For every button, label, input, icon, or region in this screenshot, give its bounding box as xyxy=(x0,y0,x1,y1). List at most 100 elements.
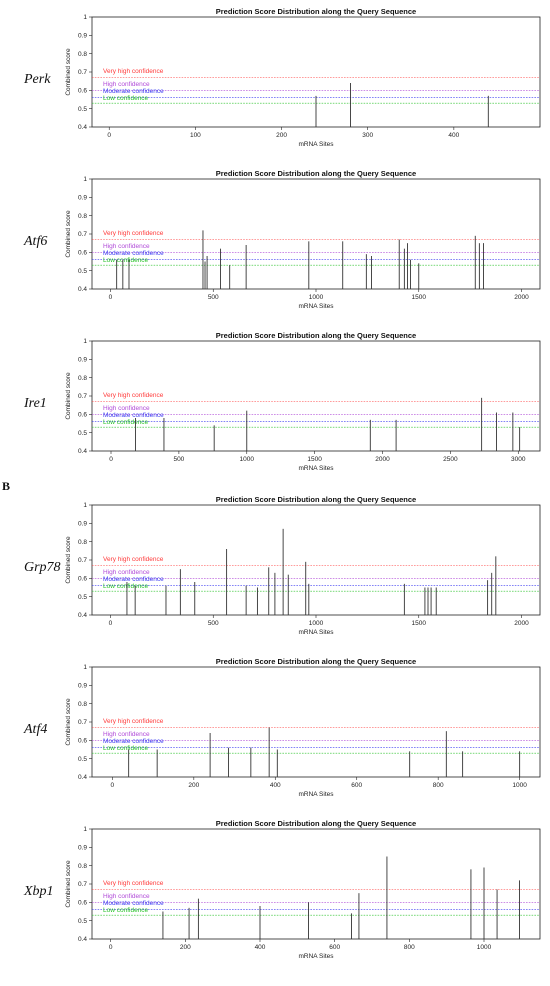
y-tick-label: 0.8 xyxy=(78,701,87,708)
y-tick-label: 0.5 xyxy=(78,268,87,275)
chart-perk: Perk Prediction Score Distribution along … xyxy=(23,7,541,148)
x-tick-label: 1500 xyxy=(307,456,322,463)
chart-title: Prediction Score Distribution along the … xyxy=(216,495,416,504)
threshold-label: High confidence xyxy=(103,569,150,576)
x-tick-label: 800 xyxy=(404,944,415,951)
x-axis-label: mRNA Sites xyxy=(298,791,334,798)
threshold-label: High confidence xyxy=(103,893,150,900)
threshold-label: Low confidence xyxy=(103,419,149,426)
chart-title: Prediction Score Distribution along the … xyxy=(216,819,416,828)
chart-title: Prediction Score Distribution along the … xyxy=(216,331,416,340)
x-tick-label: 500 xyxy=(208,294,219,301)
threshold-label: High confidence xyxy=(103,243,150,250)
x-tick-label: 0 xyxy=(109,944,113,951)
y-tick-label: 0.7 xyxy=(78,719,87,726)
y-axis-label: Combined score xyxy=(65,536,72,584)
y-axis-label: Combined score xyxy=(65,860,72,908)
y-tick-label: 0.4 xyxy=(78,774,87,781)
x-axis-label: mRNA Sites xyxy=(298,303,334,310)
chart-title: Prediction Score Distribution along the … xyxy=(216,7,416,16)
y-tick-label: 0.7 xyxy=(78,231,87,238)
gene-label: Atf4 xyxy=(23,722,47,737)
y-tick-label: 0.4 xyxy=(78,124,87,131)
y-tick-label: 1 xyxy=(83,338,87,345)
threshold-label: Very high confidence xyxy=(103,556,164,563)
threshold-label: High confidence xyxy=(103,81,150,88)
y-tick-label: 0.7 xyxy=(78,69,87,76)
y-tick-label: 1 xyxy=(83,502,87,509)
y-tick-label: 0.5 xyxy=(78,594,87,601)
y-tick-label: 1 xyxy=(83,826,87,833)
x-tick-label: 500 xyxy=(208,620,219,627)
x-tick-label: 500 xyxy=(173,456,184,463)
chart-grp78: Grp78 Prediction Score Distribution along… xyxy=(24,495,541,636)
y-tick-label: 0.6 xyxy=(78,88,87,95)
y-tick-label: 0.6 xyxy=(78,738,87,745)
x-tick-label: 3000 xyxy=(511,456,526,463)
x-tick-label: 1500 xyxy=(412,620,427,627)
x-tick-label: 200 xyxy=(180,944,191,951)
x-tick-label: 600 xyxy=(329,944,340,951)
y-axis-label: Combined score xyxy=(65,210,72,258)
threshold-label: Moderate confidence xyxy=(103,88,164,95)
y-tick-label: 0.4 xyxy=(78,448,87,455)
y-tick-label: 0.4 xyxy=(78,286,87,293)
y-tick-label: 0.7 xyxy=(78,393,87,400)
y-tick-label: 0.9 xyxy=(78,33,87,40)
threshold-label: High confidence xyxy=(103,731,150,738)
chart-title: Prediction Score Distribution along the … xyxy=(216,657,416,666)
x-tick-label: 400 xyxy=(270,782,281,789)
y-axis-label: Combined score xyxy=(65,372,72,420)
chart-atf4: Atf4 Prediction Score Distribution along … xyxy=(23,657,541,798)
threshold-label: Very high confidence xyxy=(103,392,164,399)
y-tick-label: 0.8 xyxy=(78,213,87,220)
x-tick-label: 1000 xyxy=(240,456,255,463)
x-tick-label: 400 xyxy=(448,132,459,139)
threshold-label: Low confidence xyxy=(103,907,149,914)
threshold-label: Moderate confidence xyxy=(103,900,164,907)
y-tick-label: 0.4 xyxy=(78,936,87,943)
x-tick-label: 2000 xyxy=(375,456,390,463)
threshold-label: Moderate confidence xyxy=(103,576,164,583)
y-tick-label: 0.7 xyxy=(78,881,87,888)
x-tick-label: 600 xyxy=(351,782,362,789)
y-tick-label: 0.6 xyxy=(78,900,87,907)
threshold-label: Very high confidence xyxy=(103,230,164,237)
y-axis-label: Combined score xyxy=(65,698,72,746)
gene-label: Atf6 xyxy=(23,234,47,249)
x-axis-label: mRNA Sites xyxy=(298,141,334,148)
threshold-label: Very high confidence xyxy=(103,68,164,75)
y-tick-label: 0.9 xyxy=(78,683,87,690)
chart-atf6: Atf6 Prediction Score Distribution along … xyxy=(23,169,541,310)
y-tick-label: 0.9 xyxy=(78,521,87,528)
x-axis-label: mRNA Sites xyxy=(298,629,334,636)
x-tick-label: 1000 xyxy=(477,944,492,951)
y-tick-label: 0.6 xyxy=(78,576,87,583)
threshold-label: Very high confidence xyxy=(103,880,164,887)
x-tick-label: 0 xyxy=(109,456,113,463)
y-tick-label: 0.5 xyxy=(78,106,87,113)
gene-label: Ire1 xyxy=(23,396,47,411)
x-tick-label: 300 xyxy=(362,132,373,139)
x-tick-label: 400 xyxy=(255,944,266,951)
x-tick-label: 2500 xyxy=(443,456,458,463)
x-tick-label: 200 xyxy=(276,132,287,139)
y-tick-label: 1 xyxy=(83,176,87,183)
x-tick-label: 200 xyxy=(188,782,199,789)
x-tick-label: 0 xyxy=(107,132,111,139)
y-tick-label: 0.5 xyxy=(78,430,87,437)
x-tick-label: 100 xyxy=(190,132,201,139)
x-tick-label: 1500 xyxy=(412,294,427,301)
y-tick-label: 0.9 xyxy=(78,195,87,202)
y-tick-label: 0.5 xyxy=(78,756,87,763)
y-tick-label: 0.6 xyxy=(78,412,87,419)
gene-label: Perk xyxy=(23,72,51,87)
chart-ire1: Ire1 Prediction Score Distribution along … xyxy=(23,331,541,472)
y-tick-label: 1 xyxy=(83,664,87,671)
x-tick-label: 0 xyxy=(111,782,115,789)
x-tick-label: 2000 xyxy=(514,294,529,301)
threshold-label: Low confidence xyxy=(103,95,149,102)
threshold-label: Low confidence xyxy=(103,257,149,264)
threshold-label: Moderate confidence xyxy=(103,412,164,419)
